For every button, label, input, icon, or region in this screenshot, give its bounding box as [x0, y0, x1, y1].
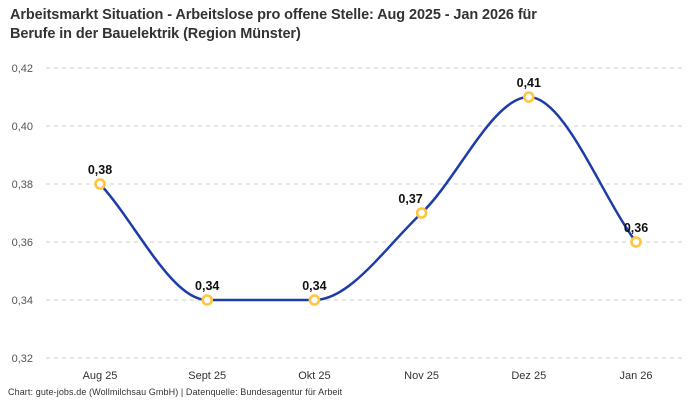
- x-axis-tick-label: Aug 25: [83, 370, 118, 382]
- y-axis-tick-label: 0,36: [12, 237, 33, 249]
- x-axis-tick-label: Sept 25: [188, 370, 226, 382]
- x-axis-tick-label: Jan 26: [619, 370, 652, 382]
- y-axis-tick-label: 0,32: [12, 353, 33, 365]
- data-point-marker: [522, 91, 535, 103]
- data-point-value-label: 0,41: [517, 76, 541, 90]
- chart-title-line-2: Berufe in der Bauelektrik (Region Münste…: [10, 25, 301, 42]
- data-point-value-label: 0,34: [302, 279, 326, 293]
- x-axis-tick-label: Dez 25: [511, 370, 546, 382]
- x-axis-tick-label: Nov 25: [404, 370, 439, 382]
- data-point-value-label: 0,37: [398, 192, 422, 206]
- data-point-value-label: 0,34: [195, 279, 219, 293]
- y-axis-tick-label: 0,40: [12, 121, 33, 133]
- data-point-value-label: 0,36: [624, 221, 648, 235]
- y-axis-tick-label: 0,34: [12, 295, 33, 307]
- x-axis-tick-label: Okt 25: [298, 370, 330, 382]
- data-point-marker: [94, 178, 106, 190]
- data-point-marker: [308, 294, 321, 306]
- data-point-value-label: 0,38: [88, 163, 112, 177]
- data-series-line: [98, 95, 638, 302]
- chart-title: Arbeitsmarkt Situation - Arbeitslose pro…: [10, 6, 690, 43]
- data-point-marker: [201, 294, 213, 306]
- data-point-marker: [415, 207, 428, 219]
- chart-footer-credit: Chart: gute-jobs.de (Wollmilchsau GmbH) …: [8, 387, 343, 397]
- data-point-marker: [630, 236, 642, 248]
- y-axis-tick-label: 0,42: [12, 63, 33, 75]
- chart-title-line-1: Arbeitsmarkt Situation - Arbeitslose pro…: [10, 7, 537, 23]
- y-axis-tick-label: 0,38: [12, 179, 33, 191]
